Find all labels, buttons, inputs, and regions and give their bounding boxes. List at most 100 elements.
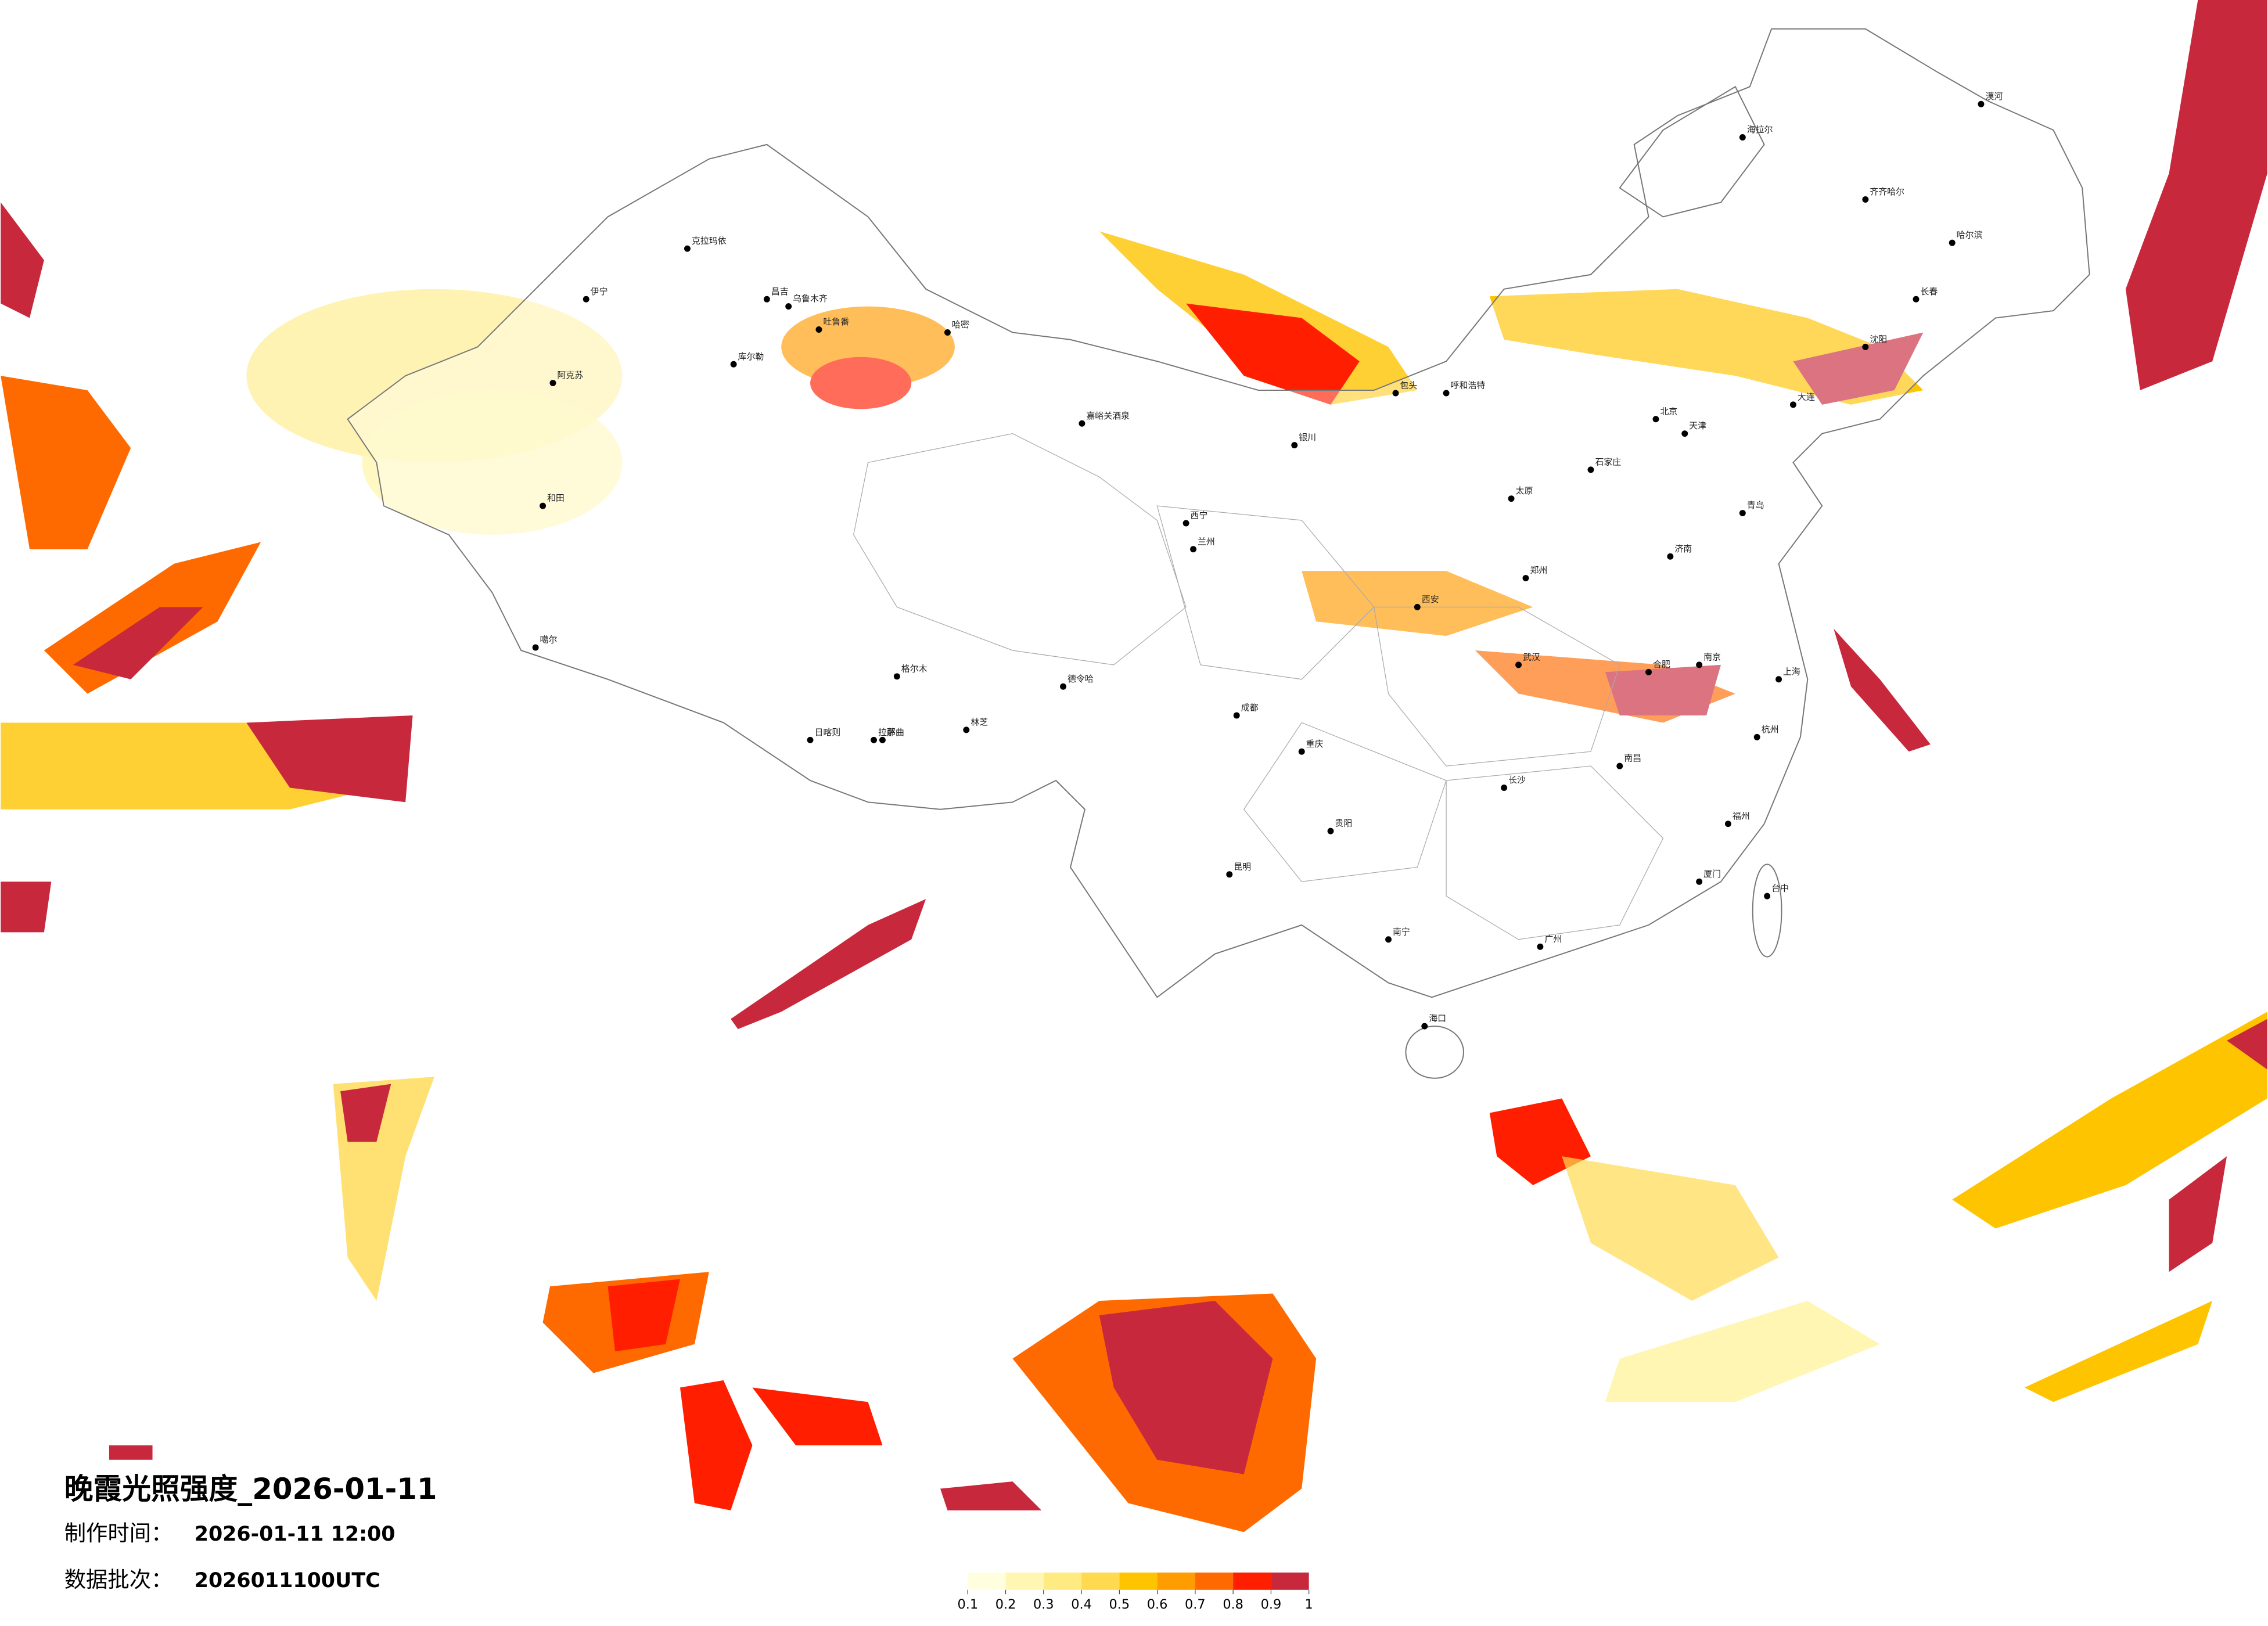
city-label: 石家庄 [1595, 456, 1621, 467]
city-dot [1233, 712, 1240, 719]
city-label: 海口 [1429, 1013, 1446, 1024]
heat-area [1099, 1301, 1273, 1474]
city-label: 噶尔 [540, 635, 558, 645]
colorbar-label: 0.9 [1261, 1597, 1282, 1612]
heat-area [2125, 0, 2267, 390]
city-label: 西宁 [1191, 510, 1208, 521]
city-label: 西安 [1422, 594, 1439, 605]
city-label: 广州 [1544, 934, 1562, 944]
city-label: 昆明 [1234, 861, 1251, 872]
city-dot [1913, 296, 1920, 303]
heat-area [1, 202, 44, 318]
colorbar-swatch [1195, 1572, 1234, 1590]
heat-area [1186, 303, 1360, 405]
heat-area [608, 1279, 680, 1352]
info-value: 2026-01-11 12:00 [195, 1523, 396, 1546]
city-label: 兰州 [1198, 536, 1215, 546]
heat-area [1605, 664, 1721, 715]
city-label: 昌吉 [771, 286, 789, 297]
colorbar-label: 0.7 [1185, 1597, 1206, 1612]
island-outline [1752, 864, 1782, 958]
city-dot [1385, 936, 1392, 943]
city-dot [1182, 520, 1189, 527]
heat-area [731, 899, 926, 1030]
heat-area [2227, 1019, 2267, 1070]
colorbar-swatch [1157, 1572, 1195, 1590]
city-dot [532, 644, 539, 651]
city-label: 德令哈 [1067, 674, 1094, 684]
city-dot [893, 673, 900, 680]
city-dot [1724, 821, 1731, 828]
city-label: 厦门 [1703, 869, 1721, 879]
heat-layer [1, 0, 2267, 1533]
city-label: 长春 [1920, 286, 1938, 297]
heat-area [362, 390, 623, 535]
info-label: 数据批次： [64, 1567, 173, 1592]
city-dot [1522, 575, 1529, 582]
colorbar-label: 0.2 [995, 1597, 1016, 1612]
heat-area [109, 1445, 153, 1460]
city-label: 日喀则 [814, 727, 840, 738]
heat-area [340, 1084, 391, 1142]
colorbar-swatch [1005, 1572, 1044, 1590]
colorbar-swatch [1271, 1572, 1309, 1590]
city-label: 青岛 [1747, 500, 1764, 510]
city-label: 南宁 [1393, 926, 1410, 937]
heat-area [752, 1387, 883, 1445]
province-boundaries [853, 433, 1664, 940]
colorbar-swatch [1233, 1572, 1271, 1590]
city-label: 贵阳 [1335, 818, 1352, 829]
colorbar-label: 0.8 [1223, 1597, 1243, 1612]
city-dot [1515, 661, 1522, 668]
colorbar-label: 0.1 [957, 1597, 978, 1612]
city-label: 拉萨 [878, 727, 896, 738]
info-value: 2026011100UTC [195, 1569, 380, 1592]
city-dot [1501, 784, 1508, 791]
heat-area [940, 1481, 1042, 1510]
city-dot [1652, 416, 1659, 423]
city-dot [1862, 196, 1869, 203]
city-dot [1775, 676, 1782, 683]
city-dot [1764, 893, 1771, 900]
city-dot [730, 361, 737, 368]
city-dot [1079, 420, 1086, 427]
heat-area [2024, 1301, 2213, 1402]
border [1619, 85, 1765, 218]
city-dot [1443, 390, 1450, 397]
city-label: 吐鲁番 [823, 316, 849, 327]
city-label: 嘉峪关酒泉 [1086, 411, 1130, 421]
city-dot [549, 380, 556, 387]
heat-area [1952, 1012, 2267, 1229]
city-dot [1978, 100, 1985, 107]
heat-area [1605, 1301, 1880, 1402]
city-dot [1421, 1023, 1428, 1030]
city-dot [1667, 553, 1674, 560]
heat-area [2169, 1156, 2227, 1272]
city-label: 台中 [1771, 883, 1789, 894]
city-label: 海拉尔 [1747, 124, 1773, 135]
city-label: 重庆 [1306, 739, 1324, 749]
city-label: 呼和浩特 [1451, 380, 1486, 391]
city-dot [1949, 239, 1956, 246]
city-dot [1537, 943, 1544, 950]
colorbar-label: 0.4 [1071, 1597, 1092, 1612]
city-label: 济南 [1674, 544, 1692, 554]
colorbar-label: 0.5 [1109, 1597, 1130, 1612]
country-outline [347, 28, 2090, 998]
colorbar-label: 1 [1305, 1597, 1313, 1612]
city-label: 杭州 [1762, 724, 1779, 735]
city-label: 阿克苏 [557, 370, 583, 380]
city-dot [879, 736, 886, 743]
heat-area [680, 1380, 753, 1510]
city-label: 郑州 [1530, 565, 1547, 575]
city-label: 哈密 [952, 319, 969, 330]
city-dot [1696, 878, 1703, 885]
city-dot [944, 329, 951, 336]
city-dot [871, 736, 877, 743]
city-dot [1681, 430, 1688, 437]
city-label: 南昌 [1624, 753, 1641, 764]
city-dot [1862, 343, 1869, 350]
city-label: 南京 [1703, 652, 1721, 662]
city-dot [540, 502, 547, 509]
